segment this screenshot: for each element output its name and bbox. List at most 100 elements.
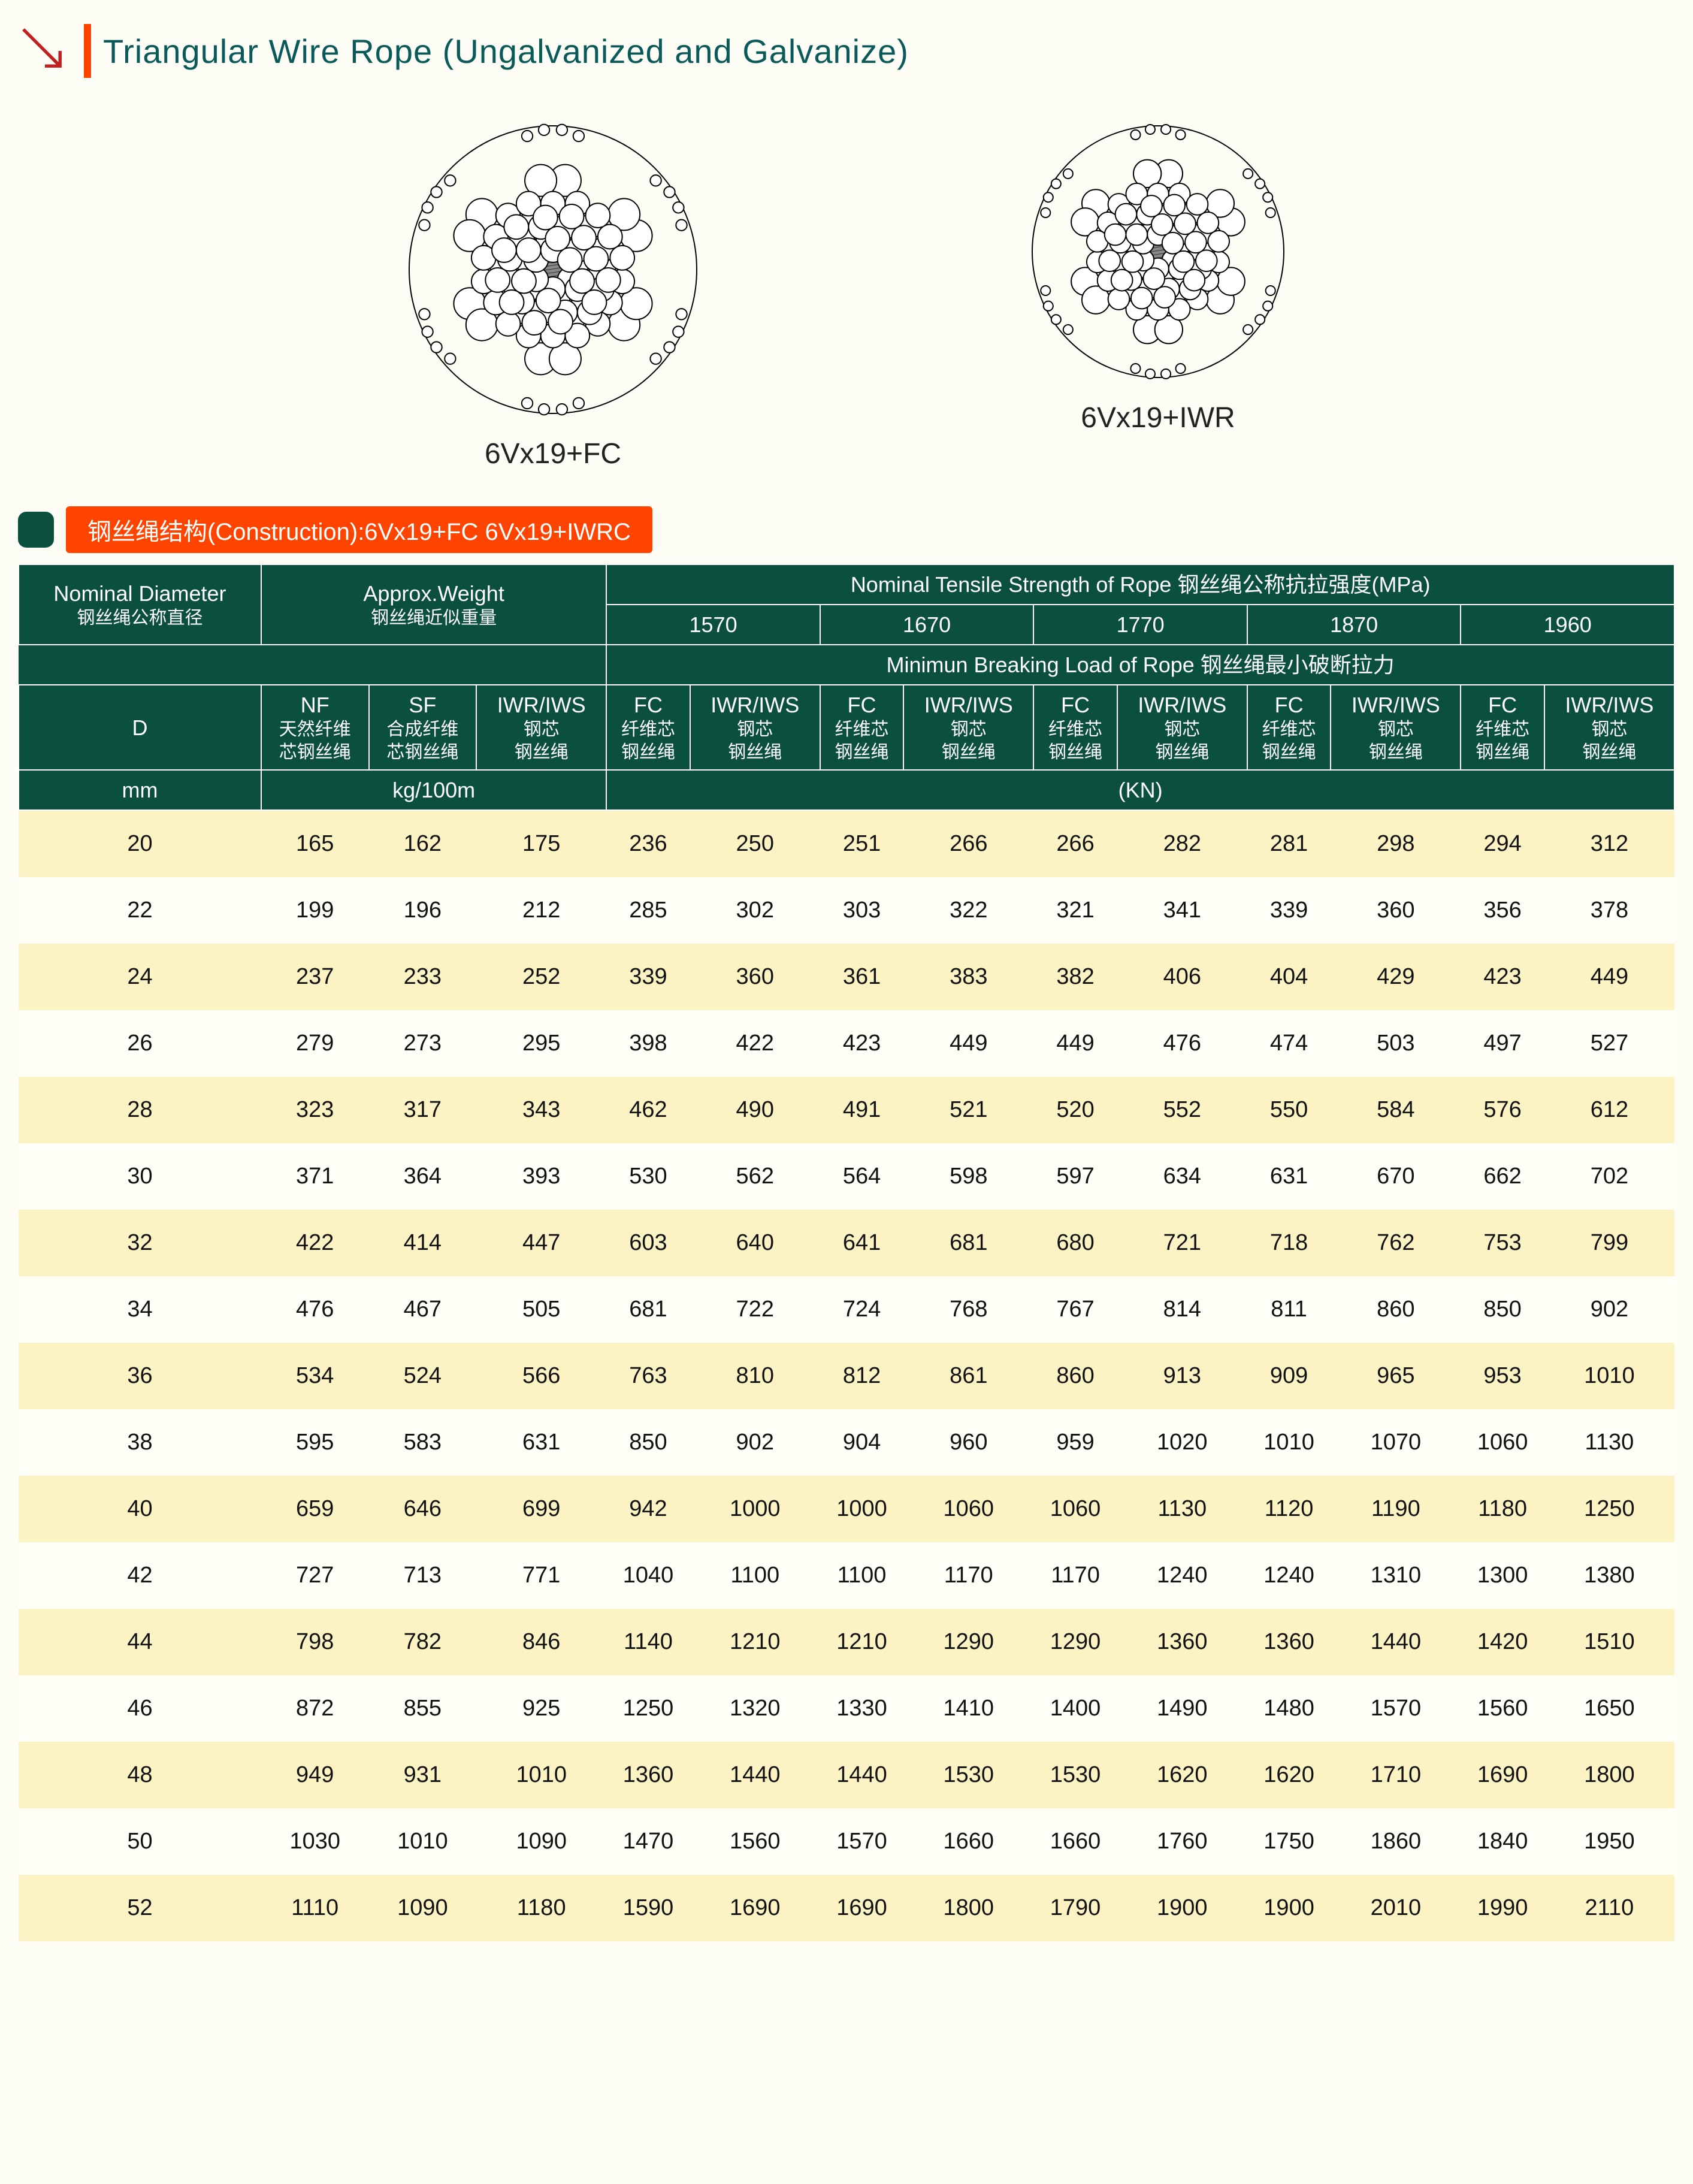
table-cell: 1250 [606,1675,690,1742]
table-cell: 1860 [1331,1808,1461,1875]
table-cell: 960 [903,1409,1033,1476]
table-cell: 1410 [903,1675,1033,1742]
table-cell: 360 [1331,877,1461,944]
th-load-col: IWR/IWS钢芯钢丝绳 [690,685,820,770]
table-cell: 965 [1331,1343,1461,1409]
table-cell: 699 [476,1476,606,1542]
table-cell: 1310 [1331,1542,1461,1609]
table-cell: 50 [19,1808,261,1875]
table-cell: 603 [606,1210,690,1276]
table-cell: 233 [369,944,477,1010]
table-cell: 564 [820,1143,903,1210]
table-cell: 429 [1331,944,1461,1010]
table-cell: 341 [1117,877,1247,944]
table-cell: 322 [903,877,1033,944]
table-cell: 1840 [1461,1808,1544,1875]
table-cell: 584 [1331,1077,1461,1143]
table-cell: 670 [1331,1143,1461,1210]
th-kn: (KN) [606,770,1674,810]
table-cell: 727 [261,1542,369,1609]
th-load-col: FC纤维芯钢丝绳 [1033,685,1117,770]
table-cell: 1210 [690,1609,820,1675]
table-cell: 266 [1033,810,1117,877]
table-cell: 566 [476,1343,606,1409]
rope-cross-section-fc-icon [397,114,709,425]
th-mpa: 1960 [1461,605,1674,645]
table-row: 3859558363185090290496095910201010107010… [19,1409,1674,1476]
table-cell: 303 [820,877,903,944]
table-cell: 904 [820,1409,903,1476]
table-cell: 1290 [903,1609,1033,1675]
table-row: 5010301010109014701560157016601660176017… [19,1808,1674,1875]
table-cell: 383 [903,944,1033,1010]
table-cell: 1010 [1544,1343,1674,1409]
table-cell: 404 [1247,944,1331,1010]
table-cell: 634 [1117,1143,1247,1210]
table-cell: 343 [476,1077,606,1143]
table-cell: 2010 [1331,1875,1461,1941]
table-cell: 641 [820,1210,903,1276]
table-cell: 662 [1461,1143,1544,1210]
table-cell: 1440 [1331,1609,1461,1675]
table-cell: 360 [690,944,820,1010]
table-cell: 1690 [820,1875,903,1941]
title-accent-bar [84,24,91,78]
table-cell: 812 [820,1343,903,1409]
table-row: 3653452456676381081286186091390996595310… [19,1343,1674,1409]
table-cell: 1170 [1033,1542,1117,1609]
diagram-row: 6Vx19+FC 6Vx19+IWR [18,114,1675,470]
table-cell: 1790 [1033,1875,1117,1941]
table-row: 4065964669994210001000106010601130112011… [19,1476,1674,1542]
table-cell: 1010 [1247,1409,1331,1476]
table-cell: 32 [19,1210,261,1276]
table-cell: 382 [1033,944,1117,1010]
table-cell: 294 [1461,810,1544,877]
table-cell: 1100 [690,1542,820,1609]
table-cell: 949 [261,1742,369,1808]
table-cell: 24 [19,944,261,1010]
th-load-col: IWR/IWS钢芯钢丝绳 [1544,685,1674,770]
th-load-col: IWR/IWS钢芯钢丝绳 [1331,685,1461,770]
table-cell: 1100 [820,1542,903,1609]
table-cell: 1180 [476,1875,606,1941]
th-load-col: IWR/IWS钢芯钢丝绳 [903,685,1033,770]
table-cell: 659 [261,1476,369,1542]
table-cell: 371 [261,1143,369,1210]
table-cell: 640 [690,1210,820,1276]
table-cell: 1510 [1544,1609,1674,1675]
spec-table: Nominal Diameter钢丝绳公称直径Approx.Weight钢丝绳近… [18,564,1675,1941]
table-cell: 959 [1033,1409,1117,1476]
table-cell: 576 [1461,1077,1544,1143]
table-cell: 1440 [820,1742,903,1808]
table-cell: 285 [606,877,690,944]
table-row: 4687285592512501320133014101400149014801… [19,1675,1674,1742]
table-cell: 1110 [261,1875,369,1941]
rope-cross-section-iwr-icon [1020,114,1296,389]
table-cell: 1130 [1117,1476,1247,1542]
table-cell: 236 [606,810,690,877]
table-cell: 1030 [261,1808,369,1875]
table-cell: 212 [476,877,606,944]
table-cell: 34 [19,1276,261,1343]
diagram-left-caption: 6Vx19+FC [397,437,709,470]
th-approx-weight: Approx.Weight钢丝绳近似重量 [261,564,606,645]
table-cell: 1010 [369,1808,477,1875]
table-cell: 520 [1033,1077,1117,1143]
table-cell: 1690 [690,1875,820,1941]
table-cell: 722 [690,1276,820,1343]
table-cell: 530 [606,1143,690,1210]
table-cell: 1690 [1461,1742,1544,1808]
table-cell: 279 [261,1010,369,1077]
table-cell: 631 [476,1409,606,1476]
table-cell: 598 [903,1143,1033,1210]
table-cell: 1250 [1544,1476,1674,1542]
table-cell: 631 [1247,1143,1331,1210]
table-cell: 552 [1117,1077,1247,1143]
table-cell: 298 [1331,810,1461,877]
table-cell: 199 [261,877,369,944]
table-cell: 476 [1117,1010,1247,1077]
table-cell: 1040 [606,1542,690,1609]
table-cell: 476 [261,1276,369,1343]
diagram-right: 6Vx19+IWR [1020,114,1296,470]
table-cell: 810 [690,1343,820,1409]
